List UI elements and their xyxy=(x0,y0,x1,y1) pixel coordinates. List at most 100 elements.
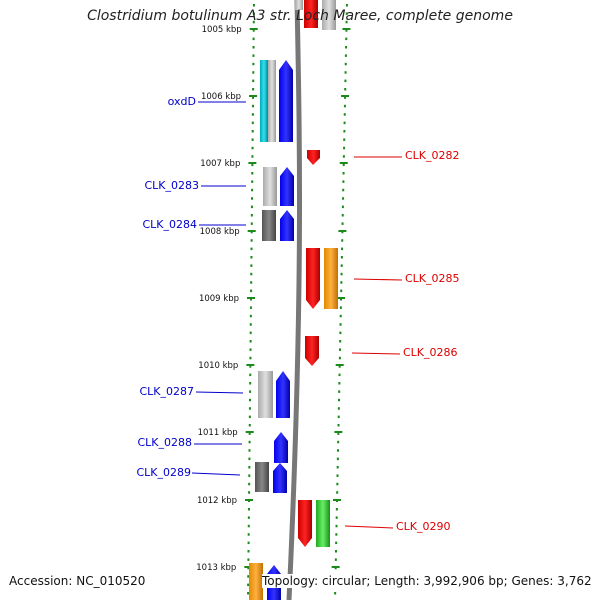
gene-block-gray-top[interactable] xyxy=(322,0,336,30)
rail-dot xyxy=(252,29,255,32)
gene-label-CLK_0284[interactable]: CLK_0284 xyxy=(142,218,197,231)
gene-label-CLK_0285[interactable]: CLK_0285 xyxy=(405,272,460,285)
rail-dot xyxy=(343,104,346,108)
rail-dot xyxy=(336,474,339,477)
rail-dot xyxy=(337,415,340,419)
gene-label-CLK_0286[interactable]: CLK_0286 xyxy=(403,346,458,359)
rail-dot xyxy=(247,575,250,578)
rail-dot xyxy=(335,524,338,528)
tick-mark-right xyxy=(335,364,344,366)
gene-blue-CLK_0289[interactable] xyxy=(273,463,287,493)
rail-dot xyxy=(334,558,337,561)
rail-dot xyxy=(337,424,340,427)
gene-red-CLK_0286[interactable] xyxy=(305,336,319,366)
rail-dot xyxy=(335,541,338,545)
gene-gray-CLK_0283[interactable] xyxy=(263,167,277,206)
gene-blue-CLK_0283[interactable] xyxy=(280,167,294,206)
tick-label: 1012 kbp xyxy=(197,496,237,506)
rail-dot xyxy=(344,71,347,74)
tick-mark-right xyxy=(342,28,351,30)
gene-green-CLK_0290[interactable] xyxy=(316,500,330,547)
rail-dot xyxy=(340,298,343,301)
rail-dot xyxy=(345,20,348,24)
rail-dot xyxy=(343,121,346,125)
rail-dot xyxy=(250,222,253,225)
rail-dot xyxy=(338,390,341,393)
gene-blue-oxdD[interactable] xyxy=(279,60,293,142)
gene-label-CLK_0288[interactable]: CLK_0288 xyxy=(137,436,192,449)
gene-orange-CLK_0285[interactable] xyxy=(324,248,338,309)
rail-dot xyxy=(337,432,340,435)
rail-dot xyxy=(248,449,251,452)
tick-mark-right xyxy=(339,162,348,164)
rail-dot xyxy=(343,130,346,133)
rail-dot xyxy=(248,432,251,435)
rail-dot xyxy=(341,222,344,225)
tick-label: 1005 kbp xyxy=(202,25,242,35)
rail-dot xyxy=(342,172,345,175)
rail-dot xyxy=(247,566,250,570)
rail-dot xyxy=(340,264,343,267)
gene-label-oxdD[interactable]: oxdD xyxy=(168,95,196,108)
rail-dot xyxy=(248,474,251,477)
rail-dot xyxy=(335,508,338,511)
rail-dot xyxy=(342,180,345,183)
gene-orange-bottom[interactable] xyxy=(249,563,263,600)
tick-mark-right xyxy=(333,499,341,501)
gene-block-gray-top-2[interactable] xyxy=(295,0,303,10)
rail-dot xyxy=(251,121,254,125)
rail-dot xyxy=(336,466,339,469)
gene-label-CLK_0282[interactable]: CLK_0282 xyxy=(405,149,460,162)
rail-dot xyxy=(247,558,250,561)
rail-dot xyxy=(337,440,340,444)
rail-dot xyxy=(247,583,250,587)
gene-label-CLK_0283[interactable]: CLK_0283 xyxy=(144,179,199,192)
gene-red-CLK_0282[interactable] xyxy=(307,150,320,165)
rail-dot xyxy=(339,331,342,335)
rail-dot xyxy=(339,306,342,309)
left-scale-rail xyxy=(247,4,255,595)
gene-darkgray-CLK_0284[interactable] xyxy=(262,210,276,241)
gene-blue-CLK_0287[interactable] xyxy=(276,371,290,418)
rail-dot xyxy=(248,466,251,469)
rail-dot xyxy=(345,4,348,7)
rail-dot xyxy=(252,37,255,41)
leader-lines xyxy=(191,101,403,529)
tick-mark-left xyxy=(249,28,258,30)
gene-blue-CLK_0284[interactable] xyxy=(280,210,294,241)
tick-mark-left xyxy=(246,364,255,366)
gene-label-CLK_0289[interactable]: CLK_0289 xyxy=(136,466,191,479)
rail-dot xyxy=(247,533,250,536)
rail-dot xyxy=(247,524,250,528)
gene-block-red-top[interactable] xyxy=(304,0,318,28)
rail-dot xyxy=(341,214,344,217)
rail-dot xyxy=(345,29,348,32)
rail-dot xyxy=(341,247,344,251)
gene-cyan-oxdD[interactable] xyxy=(260,60,268,142)
gene-darkgray-CLK_0289[interactable] xyxy=(255,462,269,492)
gene-blue-CLK_0288[interactable] xyxy=(274,432,288,463)
rail-dot xyxy=(344,62,347,66)
gene-label-CLK_0287[interactable]: CLK_0287 xyxy=(139,385,194,398)
gene-red-CLK_0285[interactable] xyxy=(306,248,320,309)
rail-dot xyxy=(250,264,253,267)
gene-red-CLK_0290[interactable] xyxy=(298,500,312,547)
gene-gray-oxdD[interactable] xyxy=(268,60,276,142)
rail-dot xyxy=(250,239,253,242)
rail-dot xyxy=(248,407,251,410)
tick-mark-left xyxy=(247,230,256,232)
gene-label-CLK_0290[interactable]: CLK_0290 xyxy=(396,520,451,533)
rail-dot xyxy=(335,533,338,536)
tick-label: 1013 kbp xyxy=(196,563,236,573)
rail-dot xyxy=(250,230,253,234)
rail-dot xyxy=(341,205,344,209)
rail-dot xyxy=(339,340,342,343)
tick-mark-left xyxy=(244,566,253,568)
rail-dot xyxy=(251,104,254,108)
gene-gray-CLK_0287[interactable] xyxy=(258,371,273,418)
rail-dot xyxy=(248,491,251,494)
rail-dot xyxy=(336,491,339,494)
rail-dot xyxy=(249,382,252,385)
rail-dot xyxy=(337,449,340,452)
rail-dot xyxy=(342,188,345,192)
